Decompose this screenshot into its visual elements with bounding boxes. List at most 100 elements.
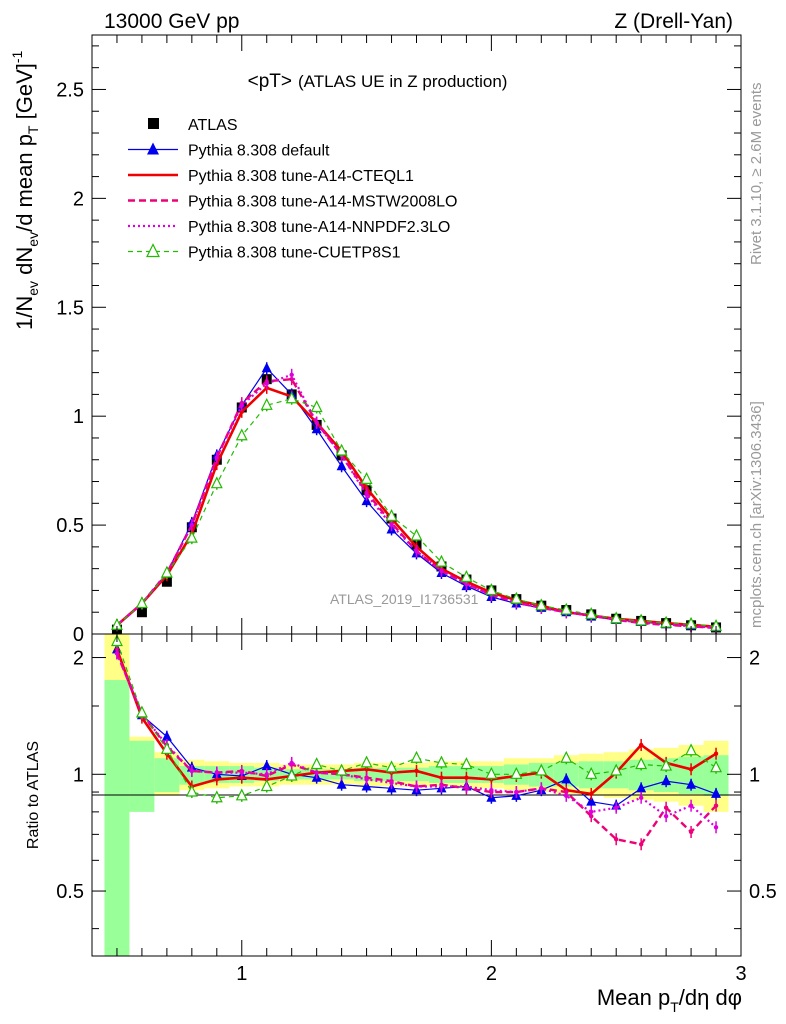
legend: ATLAS Pythia 8.308 default Pythia 8.308 tu…: [128, 117, 457, 262]
ratio-series-point: [589, 809, 594, 815]
ratio-series-marker: [361, 780, 372, 791]
legend-entry-label: ATLAS: [188, 117, 238, 134]
ratio-y-axis-label: Ratio to ATLAS: [25, 741, 42, 849]
ratio-series-marker: [636, 782, 647, 793]
legend-entry-label: Pythia 8.308 tune-A14-MSTW2008LO: [188, 194, 457, 211]
main-y-tick-label: 1: [73, 406, 84, 428]
main-series-point: [189, 522, 195, 528]
ratio-series-point: [114, 651, 120, 656]
ratio-series-marker: [710, 760, 723, 773]
atlas-data-point: [136, 607, 147, 618]
ratio-series-marker: [160, 741, 173, 754]
main-series-point: [314, 420, 319, 425]
main-series-point: [389, 522, 394, 528]
main-y-ticks: 0 0.5 1 1.5 2 2.5: [56, 45, 741, 646]
ratio-series-point: [439, 775, 444, 780]
ratio-series-point: [389, 780, 394, 786]
legend-entry-label: Pythia 8.308 default: [188, 143, 330, 160]
watermark: ATLAS_2019_I1736531: [330, 591, 479, 607]
mcplots-label: mcplots.cern.ch [arXiv:1306.3436]: [748, 401, 765, 628]
ratio-series-marker: [210, 790, 223, 803]
ratio-series-point: [289, 760, 294, 766]
ratio-series-marker: [135, 705, 148, 718]
ratio-series-marker: [561, 773, 572, 784]
ratio-series-marker: [586, 795, 597, 806]
ratio-series-point: [414, 768, 419, 774]
ratio-stat-band: [129, 740, 155, 812]
main-series-marker: [135, 596, 148, 609]
main-series-marker: [535, 598, 548, 611]
legend-entry-label: Pythia 8.308 tune-A14-NNPDF2.3LO: [188, 219, 450, 236]
ratio-series-point: [414, 784, 419, 789]
main-series-point: [239, 409, 244, 415]
ratio-series-marker: [410, 750, 423, 763]
main-series-point: [264, 381, 269, 386]
ratio-series-point: [638, 842, 644, 847]
header-left-label: 13000 GeV pp: [104, 10, 239, 33]
ratio-series-group: [110, 634, 723, 851]
ratio-series-point: [214, 770, 220, 775]
ratio-series-point: [713, 803, 719, 808]
ratio-series-point: [264, 772, 269, 777]
ratio-series-marker: [635, 757, 648, 770]
x-axis-label: Mean pT/dη dφ: [597, 985, 742, 1015]
ratio-panel: 0.5 0.5 1 1 2 2 1 2 3 Ratio to ATLAS Mean pT/dη…: [25, 35, 777, 1015]
ratio-series-marker: [585, 766, 598, 779]
ratio-series-point: [564, 793, 569, 799]
ratio-series-marker: [285, 768, 298, 781]
main-y-tick-label: 2: [73, 188, 84, 210]
ratio-series-point: [688, 767, 694, 772]
ratio-series-point: [239, 770, 244, 775]
ratio-series-point: [464, 775, 469, 780]
legend-marker: [146, 243, 160, 258]
x-ticks: 1 2 3: [116, 35, 747, 985]
main-y-tick-label: 0.5: [56, 515, 84, 537]
x-tick-label: 2: [486, 963, 497, 985]
main-series-group: [110, 362, 723, 635]
ratio-y-tick-label-right: 0.5: [749, 881, 777, 903]
main-series-point: [439, 568, 444, 574]
ratio-series-marker: [711, 787, 722, 798]
ratio-series-marker: [435, 755, 448, 768]
ratio-series-point: [314, 770, 319, 775]
ratio-series-point: [713, 751, 719, 756]
ratio-series-point: [439, 784, 444, 789]
ratio-series-point: [214, 777, 220, 782]
ratio-series-marker: [660, 758, 673, 771]
ratio-series-marker: [560, 750, 573, 763]
ratio-series-point: [539, 786, 544, 791]
ratio-series-marker: [535, 763, 548, 776]
main-series-marker: [635, 613, 648, 626]
ratio-series-point: [613, 837, 619, 842]
main-series-marker: [235, 428, 248, 441]
main-series-line: [116, 367, 717, 629]
ratio-series-marker: [336, 778, 347, 789]
main-series-line: [116, 373, 717, 629]
main-series-marker: [510, 591, 523, 604]
main-series-marker: [385, 509, 398, 521]
ratio-y-tick-label: 1: [73, 764, 84, 786]
main-y-tick-label: 1.5: [56, 297, 84, 319]
ratio-series-point: [364, 767, 369, 772]
ratio-series-marker: [485, 766, 498, 779]
x-tick-label: 3: [735, 963, 746, 985]
ratio-y-tick-label: 2: [73, 648, 84, 670]
ratio-series-marker: [460, 757, 473, 770]
main-y-axis-label: 1/Nev dNev/d mean pT [GeV]-1: [9, 50, 41, 330]
main-series-marker: [285, 391, 298, 404]
main-series-point: [289, 372, 294, 377]
ratio-series-marker: [161, 730, 172, 741]
ratio-series-marker: [261, 760, 272, 771]
ratio-series-marker: [310, 757, 323, 770]
ratio-series-point: [489, 787, 494, 793]
main-series-marker: [160, 565, 173, 578]
ratio-series-marker: [360, 755, 373, 768]
main-series-marker: [310, 400, 323, 413]
ratio-series-point: [514, 789, 519, 795]
main-series-point: [364, 492, 369, 497]
ratio-stat-band: [104, 680, 130, 956]
atlas-data-point: [161, 576, 172, 587]
ratio-series-point: [713, 825, 719, 830]
ratio-series-point: [638, 742, 644, 748]
